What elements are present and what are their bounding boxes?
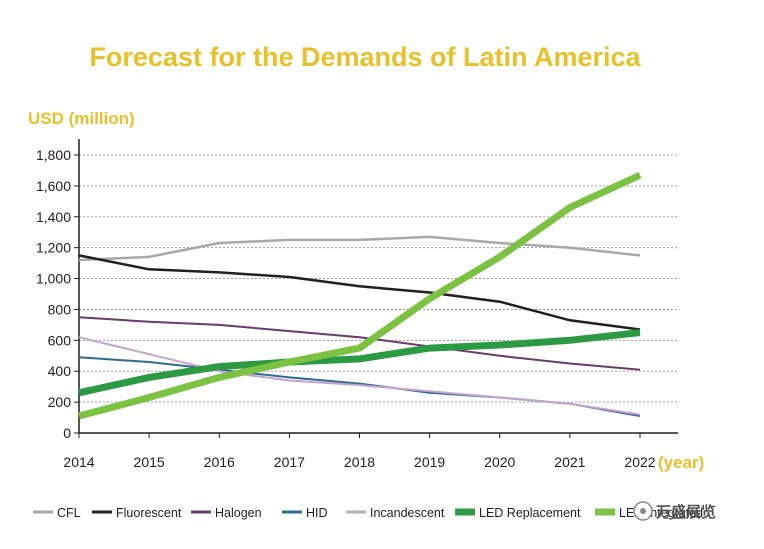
y-tick-label: 600 — [48, 332, 72, 348]
series-line-led-integrated — [78, 171, 642, 420]
y-axis-ticks: 0 200 400 600 800 1,000 1,200 1,400 1,600 1,800 — [36, 147, 79, 441]
series-line-incandescent — [78, 336, 641, 416]
x-tick-label: 2018 — [344, 454, 375, 470]
y-tick-label: 1,200 — [36, 240, 71, 256]
x-axis-label: (year) — [658, 453, 704, 472]
legend-label-incandescent: Incandescent — [370, 506, 445, 520]
legend-label-cfl: CFL — [57, 506, 81, 520]
x-tick-label: 2022 — [624, 454, 655, 470]
watermark-text: 万盛展览 — [655, 503, 716, 521]
x-tick-label: 2021 — [554, 454, 585, 470]
y-tick-label: 0 — [63, 425, 71, 441]
y-tick-label: 1,400 — [36, 209, 71, 225]
x-tick-label: 2020 — [484, 454, 515, 470]
series-line-led-replacement — [78, 329, 641, 397]
x-tick-label: 2015 — [134, 454, 165, 470]
legend: CFL Fluorescent Halogen HID Incandescent LED … — [33, 506, 703, 520]
x-axis-ticks: 2014 2015 2016 2017 2018 2019 2020 2021 2022 — [63, 433, 656, 470]
x-tick-label: 2016 — [204, 454, 235, 470]
y-tick-label: 800 — [48, 301, 72, 317]
y-tick-label: 1,800 — [36, 147, 71, 163]
watermark-logo-dot — [640, 508, 646, 514]
y-tick-label: 1,600 — [36, 178, 71, 194]
x-tick-label: 2014 — [63, 454, 94, 470]
series-line-cfl — [78, 235, 641, 262]
y-axis-label: USD (million) — [28, 109, 135, 128]
series-lines — [78, 171, 642, 420]
x-tick-label: 2017 — [274, 454, 305, 470]
x-tick-label: 2019 — [414, 454, 445, 470]
series-line-fluorescent — [78, 254, 641, 331]
watermark: 万盛展览 — [633, 501, 716, 521]
y-tick-label: 200 — [48, 394, 72, 410]
series-line-halogen — [78, 316, 641, 371]
y-tick-label: 400 — [48, 363, 72, 379]
legend-label-fluorescent: Fluorescent — [116, 506, 182, 520]
axes — [78, 139, 678, 434]
legend-label-hid: HID — [306, 506, 328, 520]
legend-label-halogen: Halogen — [215, 506, 262, 520]
series-line-hid — [78, 356, 641, 417]
legend-label-led-replacement: LED Replacement — [479, 506, 581, 520]
y-tick-label: 1,000 — [36, 271, 71, 287]
chart-title: Forecast for the Demands of Latin Americ… — [89, 42, 641, 72]
